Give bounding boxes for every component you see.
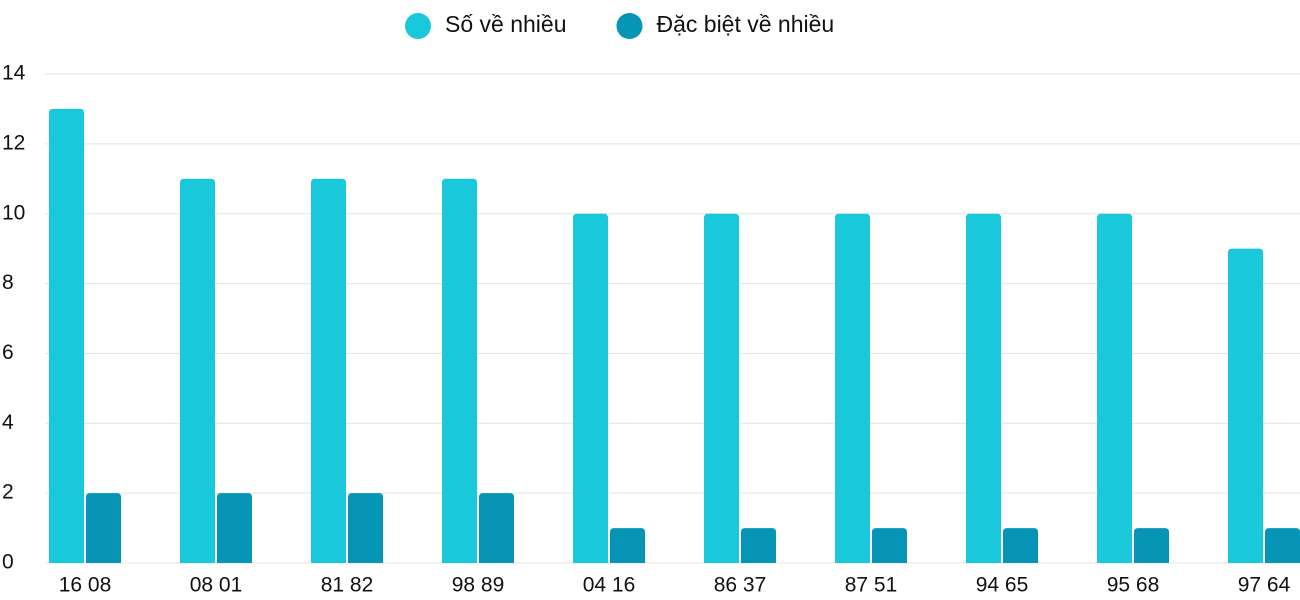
y-tick-label: 0 [2, 551, 14, 574]
x-tick-label: 81 82 [321, 574, 374, 597]
bar [180, 178, 215, 564]
x-tick-label: 16 08 [59, 574, 112, 597]
bar [835, 213, 870, 563]
y-tick-label: 10 [2, 201, 25, 224]
bar [966, 213, 1001, 563]
legend-label: Số về nhiều [445, 11, 566, 37]
y-tick-label: 12 [2, 131, 25, 154]
bar [1265, 528, 1300, 563]
y-tick-label: 2 [2, 481, 14, 504]
bar [442, 178, 477, 564]
x-tick-label: 04 16 [583, 574, 636, 597]
legend-label: Đặc biệt về nhiều [656, 11, 834, 37]
bar [49, 108, 84, 563]
y-tick-label: 14 [2, 62, 26, 85]
legend-marker [616, 13, 643, 39]
bar [1134, 528, 1169, 563]
bar [741, 528, 776, 563]
bar [348, 493, 383, 563]
bar [872, 528, 907, 563]
bar [1003, 528, 1038, 563]
bar [479, 493, 514, 563]
x-tick-label: 87 51 [845, 574, 898, 597]
x-tick-label: 98 89 [452, 574, 505, 597]
bar [704, 213, 739, 563]
y-tick-label: 4 [2, 411, 14, 434]
y-tick-label: 8 [2, 271, 14, 294]
x-tick-label: 94 65 [976, 574, 1029, 597]
y-tick-label: 6 [2, 341, 14, 364]
x-tick-label: 97 64 [1238, 574, 1291, 597]
bar [217, 493, 252, 563]
x-tick-label: 86 37 [714, 574, 767, 597]
legend-marker [405, 13, 431, 39]
x-tick-label: 95 68 [1107, 574, 1160, 597]
bar [311, 178, 346, 564]
bar [573, 213, 608, 563]
bar [1097, 213, 1132, 563]
bar [610, 528, 645, 563]
bar [1228, 248, 1263, 563]
bar [86, 493, 121, 563]
x-tick-label: 08 01 [190, 574, 243, 597]
